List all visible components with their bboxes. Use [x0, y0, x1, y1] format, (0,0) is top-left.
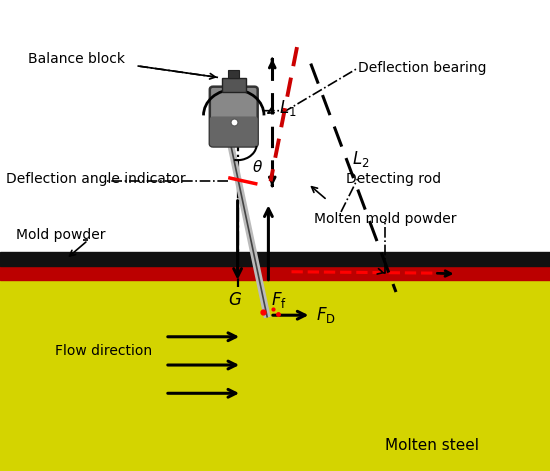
FancyBboxPatch shape — [210, 87, 257, 146]
Bar — [0, 266, 550, 280]
Bar — [0, 252, 550, 266]
Bar — [228, 70, 239, 78]
Text: $L_1$: $L_1$ — [279, 98, 296, 118]
Text: Deflection angle indicator: Deflection angle indicator — [6, 172, 185, 186]
Text: Deflection bearing: Deflection bearing — [358, 61, 486, 75]
Text: Detecting rod: Detecting rod — [346, 172, 442, 186]
FancyBboxPatch shape — [210, 116, 257, 146]
Text: Molten steel: Molten steel — [385, 438, 479, 453]
Text: Mold powder: Mold powder — [16, 228, 106, 243]
Text: Molten mold powder: Molten mold powder — [314, 212, 456, 226]
Text: $F_\mathrm{f}$: $F_\mathrm{f}$ — [271, 290, 287, 309]
Text: $L_2$: $L_2$ — [352, 149, 370, 169]
Bar — [0, 280, 550, 471]
Text: Flow direction: Flow direction — [55, 344, 152, 358]
Text: $G$: $G$ — [228, 291, 242, 309]
Text: $\theta$: $\theta$ — [252, 159, 263, 175]
Text: $F_\mathrm{D}$: $F_\mathrm{D}$ — [316, 305, 336, 325]
Bar — [222, 78, 246, 92]
Text: Balance block: Balance block — [28, 52, 124, 66]
Bar — [0, 0, 550, 252]
